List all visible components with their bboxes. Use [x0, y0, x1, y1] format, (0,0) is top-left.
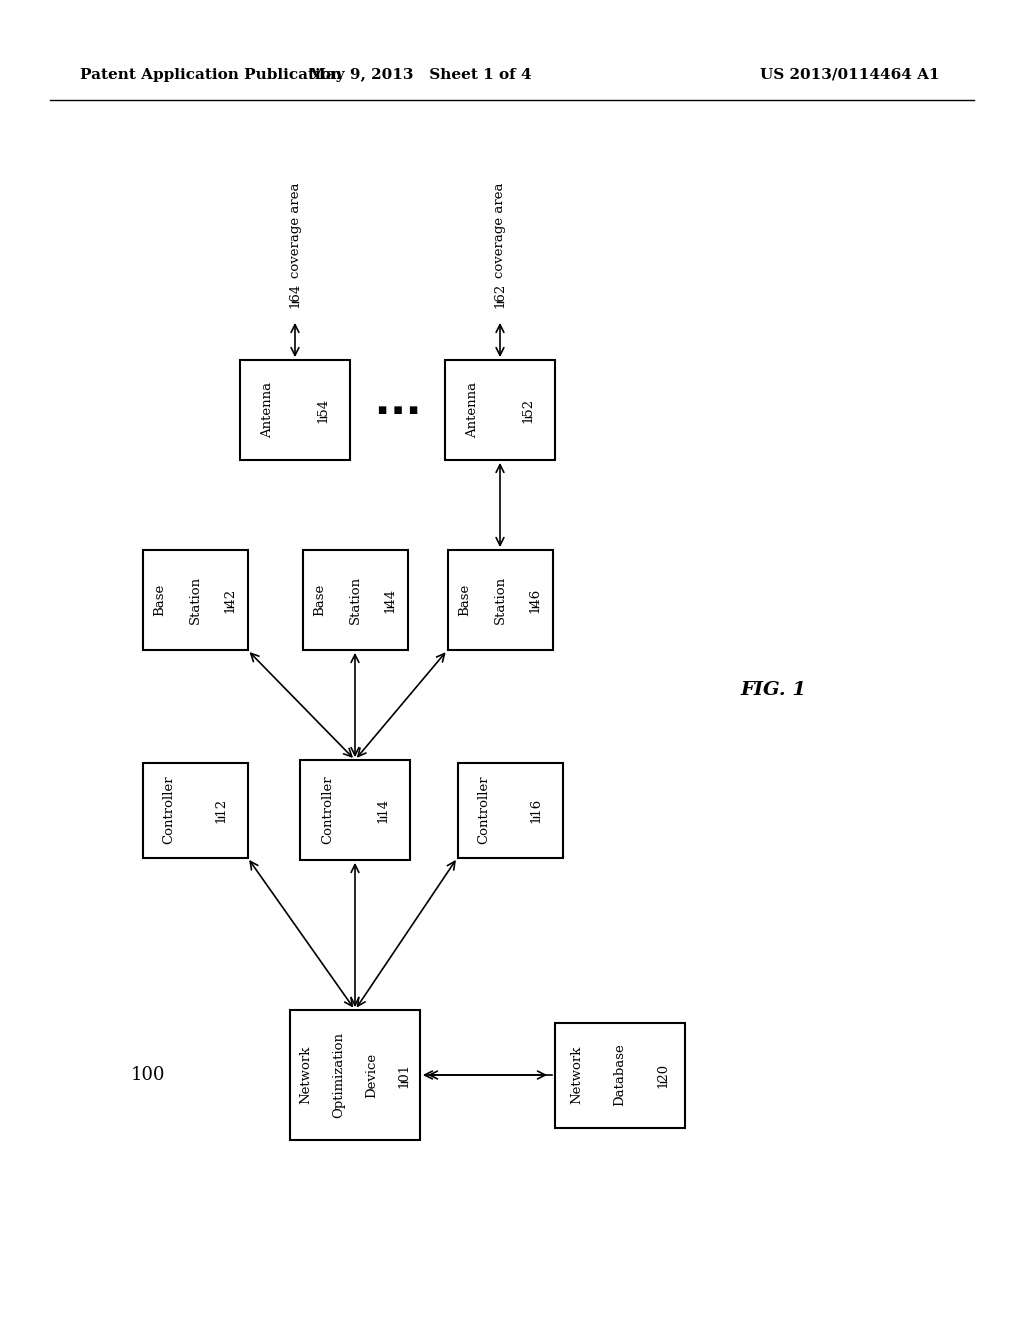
Text: 154: 154	[316, 397, 329, 422]
Text: 101: 101	[397, 1063, 411, 1088]
Text: Optimization: Optimization	[332, 1032, 345, 1118]
Text: Network: Network	[300, 1045, 312, 1105]
Bar	[300, 760, 410, 861]
Text: 164: 164	[289, 282, 301, 308]
Bar	[302, 550, 408, 649]
Text: coverage area: coverage area	[289, 182, 301, 277]
Text: Antenna: Antenna	[261, 381, 274, 438]
Text: 114: 114	[376, 797, 389, 822]
Text: 146: 146	[528, 587, 542, 612]
Text: 116: 116	[529, 797, 543, 822]
Text: 112: 112	[215, 797, 227, 822]
Text: Device: Device	[365, 1052, 378, 1097]
Text: Database: Database	[613, 1044, 627, 1106]
Text: 162: 162	[494, 282, 507, 308]
Text: Antenna: Antenna	[466, 381, 479, 438]
Bar	[447, 550, 553, 649]
Bar	[240, 360, 350, 459]
Text: May 9, 2013   Sheet 1 of 4: May 9, 2013 Sheet 1 of 4	[308, 69, 531, 82]
Text: 144: 144	[384, 587, 396, 612]
Text: Station: Station	[348, 576, 361, 624]
Text: Base: Base	[313, 583, 327, 616]
Text: 152: 152	[521, 397, 534, 422]
Bar	[458, 763, 562, 858]
Text: 100: 100	[131, 1067, 165, 1084]
Text: Patent Application Publication: Patent Application Publication	[80, 69, 342, 82]
Bar	[142, 763, 248, 858]
Text: Controller: Controller	[162, 776, 175, 845]
Text: ■  ■  ■: ■ ■ ■	[378, 405, 418, 414]
Text: Network: Network	[570, 1045, 583, 1105]
Text: 142: 142	[223, 587, 237, 612]
Text: 120: 120	[656, 1063, 670, 1088]
Text: Controller: Controller	[477, 776, 490, 845]
Text: Station: Station	[494, 576, 507, 624]
Text: coverage area: coverage area	[494, 182, 507, 277]
Text: Station: Station	[188, 576, 202, 624]
Text: Controller: Controller	[321, 776, 334, 845]
Text: US 2013/0114464 A1: US 2013/0114464 A1	[760, 69, 940, 82]
Bar	[290, 1010, 420, 1140]
Text: Base: Base	[459, 583, 471, 616]
Text: FIG. 1: FIG. 1	[740, 681, 806, 700]
Bar	[142, 550, 248, 649]
Bar	[555, 1023, 685, 1127]
Text: Base: Base	[154, 583, 167, 616]
Bar	[445, 360, 555, 459]
